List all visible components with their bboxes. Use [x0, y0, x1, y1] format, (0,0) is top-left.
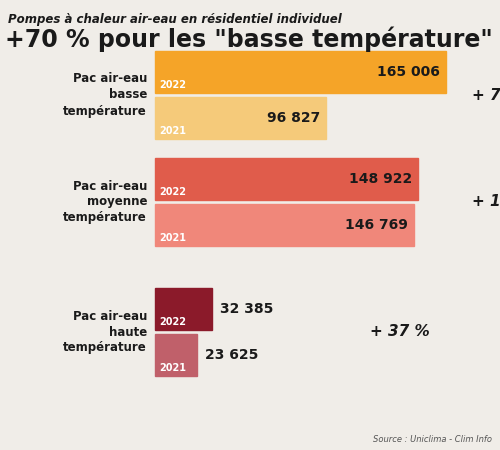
- Bar: [155, 97, 326, 139]
- Text: Source : Uniclima - Clim Info: Source : Uniclima - Clim Info: [373, 435, 492, 444]
- Text: Pac air-eau
moyenne
température: Pac air-eau moyenne température: [63, 180, 147, 225]
- Text: +70 % pour les "basse température": +70 % pour les "basse température": [5, 27, 493, 53]
- Text: 2022: 2022: [159, 80, 186, 90]
- Text: 146 769: 146 769: [345, 218, 408, 232]
- Bar: [155, 334, 196, 376]
- Text: 2021: 2021: [159, 363, 186, 373]
- Text: Pac air-eau
haute
température: Pac air-eau haute température: [63, 310, 147, 355]
- Bar: [155, 204, 414, 246]
- Text: 96 827: 96 827: [266, 111, 320, 125]
- Bar: [155, 158, 418, 200]
- Text: + 1,5 %: + 1,5 %: [472, 194, 500, 210]
- Text: Pac air-eau
basse
température: Pac air-eau basse température: [63, 72, 147, 117]
- Text: 2022: 2022: [159, 317, 186, 327]
- Text: + 37 %: + 37 %: [370, 324, 430, 339]
- Text: 165 006: 165 006: [378, 65, 440, 79]
- Text: Pompes à chaleur air-eau en résidentiel individuel: Pompes à chaleur air-eau en résidentiel …: [8, 13, 342, 26]
- Text: + 70 %: + 70 %: [472, 87, 500, 103]
- Text: 2021: 2021: [159, 233, 186, 243]
- Text: 148 922: 148 922: [348, 172, 412, 186]
- Text: 2021: 2021: [159, 126, 186, 136]
- Text: 32 385: 32 385: [220, 302, 274, 316]
- Bar: [155, 288, 212, 330]
- Text: 23 625: 23 625: [204, 348, 258, 362]
- Text: 2022: 2022: [159, 187, 186, 197]
- Bar: [155, 51, 446, 93]
